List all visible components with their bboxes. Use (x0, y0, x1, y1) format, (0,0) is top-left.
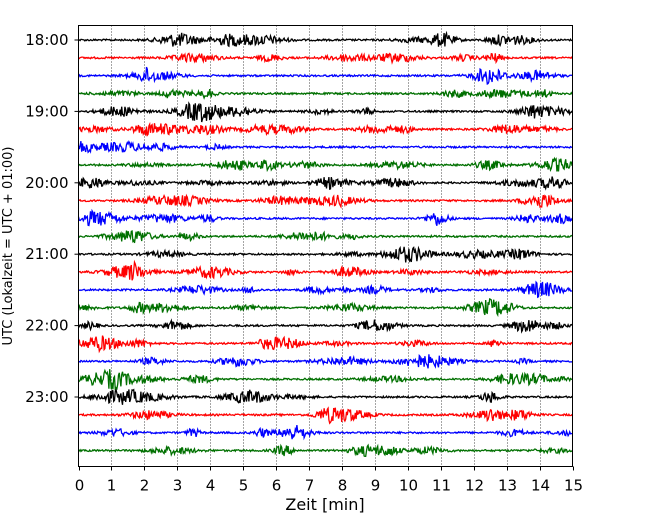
seismogram-trace-1930 (77, 140, 573, 154)
x-tick-label: 7 (305, 477, 315, 495)
y-tick-label: 23:00 (25, 388, 68, 406)
seismogram-trace-2230 (78, 354, 573, 369)
seismogram-traces (77, 30, 573, 458)
seismogram-trace-1915 (77, 121, 573, 137)
y-tick-label: 18:00 (25, 31, 68, 49)
x-tick-label: 15 (564, 477, 583, 495)
seismogram-trace-1945 (78, 156, 573, 173)
y-tick-label: 19:00 (25, 102, 68, 120)
x-tick-label: 0 (75, 477, 85, 495)
seismogram-trace-2345 (78, 443, 573, 458)
x-tick-label: 2 (140, 477, 150, 495)
seismogram-trace-2000 (77, 176, 573, 191)
y-tick-label: 22:00 (25, 317, 68, 335)
y-tick-label: 20:00 (25, 174, 68, 192)
seismogram-trace-2100 (78, 245, 573, 263)
seismogram-trace-2215 (78, 335, 573, 354)
x-tick-label: 6 (272, 477, 282, 495)
x-tick-label: 9 (371, 477, 381, 495)
seismogram-trace-2045 (78, 230, 573, 244)
seismogram-trace-2130 (78, 280, 573, 299)
seismogram-trace-2200 (77, 318, 573, 334)
x-tick-label: 1 (107, 477, 117, 495)
seismogram-trace-2015 (78, 193, 573, 209)
x-tick-label: 11 (432, 477, 451, 495)
y-axis-ticks: 18:00 19:00 20:00 21:00 22:00 23:00 (25, 31, 79, 406)
x-axis-label: Zeit [min] (285, 495, 364, 514)
seismogram-trace-1900 (77, 101, 573, 123)
seismogram-trace-2030 (77, 208, 573, 227)
plot-frame (78, 25, 573, 467)
x-axis-ticks: 0 1 2 3 4 5 6 7 8 9 10 11 12 13 14 15 (75, 466, 583, 495)
x-tick-label: 4 (206, 477, 216, 495)
seismogram-trace-1815 (78, 52, 573, 65)
x-tick-label: 10 (399, 477, 418, 495)
seismogram-trace-2115 (78, 259, 573, 281)
seismogram-trace-2315 (78, 406, 573, 425)
y-axis-label: UTC (Lokalzeit = UTC + 01:00) (1, 147, 16, 346)
x-tick-label: 3 (173, 477, 183, 495)
seismogram-trace-2145 (77, 297, 573, 318)
seismogram-trace-2300 (78, 388, 573, 405)
x-tick-label: 12 (465, 477, 484, 495)
x-tick-label: 5 (239, 477, 249, 495)
seismogram-trace-1845 (78, 88, 573, 100)
x-tick-label: 14 (531, 477, 550, 495)
x-tick-label: 13 (498, 477, 517, 495)
seismogram-trace-2330 (78, 425, 573, 441)
x-tick-label: 8 (338, 477, 348, 495)
seismogram-trace-1800 (78, 30, 573, 48)
y-tick-label: 21:00 (25, 245, 68, 263)
seismogram-trace-1830 (77, 66, 573, 85)
seismogram-trace-2245 (78, 368, 573, 391)
